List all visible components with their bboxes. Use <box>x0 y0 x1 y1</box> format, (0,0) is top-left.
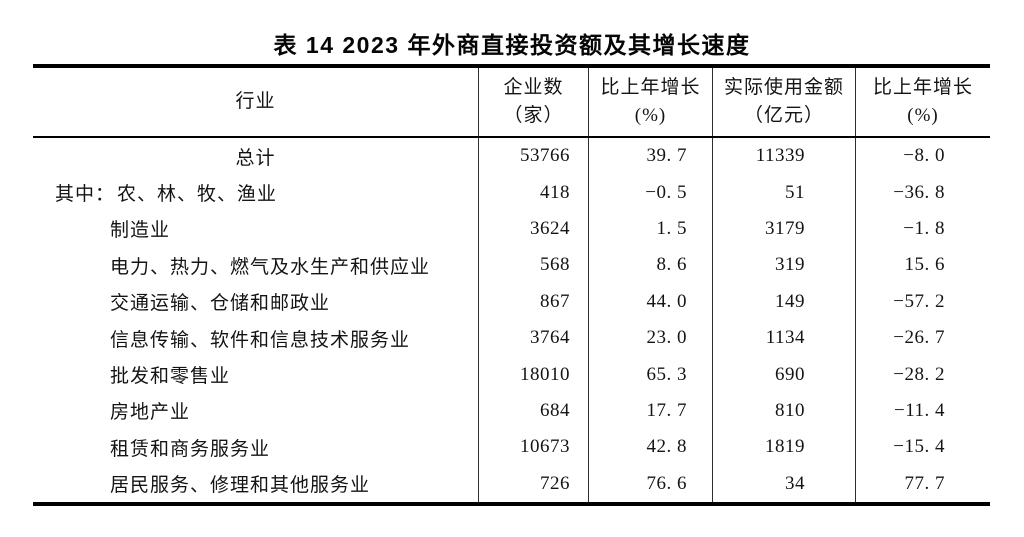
table-row: 居民服务、修理和其他服务业 726 76. 6 34 77. 7 <box>33 465 990 502</box>
industry-cell: 总计 <box>33 138 478 174</box>
value-cell: −28. 2 <box>855 356 990 393</box>
table-title: 表 14 2023 年外商直接投资额及其增长速度 <box>273 32 751 58</box>
industry-cell: 信息传输、软件和信息技术服务业 <box>33 320 478 356</box>
value-cell: 810 <box>712 392 855 430</box>
industry-cell: 制造业 <box>33 211 478 247</box>
industry-label: 房地产业 <box>110 402 191 424</box>
table-row: 交通运输、仓储和邮政业 867 44. 0 149 −57. 2 <box>33 283 990 320</box>
value-cell: 418 <box>478 174 588 211</box>
value-cell: −57. 2 <box>855 283 990 320</box>
industry-label: 信息传输、软件和信息技术服务业 <box>110 329 411 351</box>
value-cell: 1819 <box>712 429 855 466</box>
industry-cell: 房地产业 <box>33 393 478 429</box>
value-cell: 3764 <box>478 319 588 357</box>
value-cell: −26. 7 <box>855 319 990 357</box>
value-cell: 23. 0 <box>588 319 712 357</box>
industry-cell: 交通运输、仓储和邮政业 <box>33 284 478 320</box>
industry-label: 批发和零售业 <box>110 366 231 388</box>
industry-cell: 租赁和商务服务业 <box>33 429 478 465</box>
industry-label: 农、林、牧、渔业 <box>117 184 278 206</box>
header-industry: 行业 <box>33 68 478 136</box>
table-body: 总计 53766 39. 7 11339 −8. 0 其中： 农、林、牧、渔业 418 −0. … <box>33 138 990 502</box>
value-cell: −15. 4 <box>855 429 990 466</box>
value-cell: 11339 <box>712 138 855 175</box>
value-cell: 319 <box>712 247 855 284</box>
header-enterprise-count: 企业数 （家） <box>478 68 588 136</box>
header-growth-count-label: 比上年增长 <box>600 77 701 98</box>
table-row: 其中： 农、林、牧、渔业 418 −0. 5 51 −36. 8 <box>33 174 990 211</box>
value-cell: 77. 7 <box>855 465 990 502</box>
value-cell: 726 <box>478 465 588 502</box>
header-utilized-amount-label: 实际使用金额 <box>723 77 844 98</box>
industry-label: 租赁和商务服务业 <box>110 438 271 460</box>
value-cell: 17. 7 <box>588 392 712 430</box>
value-cell: 51 <box>712 174 855 211</box>
value-cell: 65. 3 <box>588 356 712 393</box>
value-cell: −0. 5 <box>588 174 712 211</box>
row-prefix: 其中： <box>55 184 116 206</box>
value-cell: −1. 8 <box>855 210 990 248</box>
header-growth-amount: 比上年增长 (%) <box>855 68 990 136</box>
value-cell: 8. 6 <box>588 247 712 284</box>
header-growth-amount-unit: (%) <box>907 105 939 126</box>
value-cell: 1134 <box>712 319 855 357</box>
value-cell: 1. 5 <box>588 210 712 248</box>
industry-label: 制造业 <box>110 220 171 242</box>
value-cell: 568 <box>478 247 588 284</box>
table-row: 信息传输、软件和信息技术服务业 3764 23. 0 1134 −26. 7 <box>33 319 990 357</box>
value-cell: 39. 7 <box>588 138 712 175</box>
industry-cell: 电力、热力、燃气及水生产和供应业 <box>33 247 478 283</box>
value-cell: −36. 8 <box>855 174 990 211</box>
table-row: 租赁和商务服务业 10673 42. 8 1819 −15. 4 <box>33 429 990 466</box>
industry-label: 居民服务、修理和其他服务业 <box>110 475 371 497</box>
header-utilized-amount: 实际使用金额 （亿元） <box>712 68 855 136</box>
value-cell: 44. 0 <box>588 283 712 320</box>
value-cell: 684 <box>478 392 588 430</box>
table-row: 总计 53766 39. 7 11339 −8. 0 <box>33 138 990 175</box>
header-growth-count-unit: (%) <box>634 105 667 126</box>
header-enterprise-count-label: 企业数 <box>503 77 564 98</box>
header-growth-amount-label: 比上年增长 <box>872 77 973 98</box>
value-cell: 42. 8 <box>588 429 712 466</box>
value-cell: 15. 6 <box>855 247 990 284</box>
value-cell: 690 <box>712 356 855 393</box>
header-utilized-amount-unit: （亿元） <box>743 105 824 126</box>
industry-cell: 居民服务、修理和其他服务业 <box>33 466 478 502</box>
industry-label: 总计 <box>235 147 276 169</box>
table-row: 房地产业 684 17. 7 810 −11. 4 <box>33 392 990 430</box>
value-cell: 53766 <box>478 138 588 175</box>
table-row: 批发和零售业 18010 65. 3 690 −28. 2 <box>33 356 990 393</box>
industry-cell: 批发和零售业 <box>33 356 478 392</box>
header-growth-count: 比上年增长 (%) <box>588 68 712 136</box>
value-cell: −11. 4 <box>855 392 990 430</box>
industry-label: 交通运输、仓储和邮政业 <box>110 293 331 315</box>
value-cell: 867 <box>478 283 588 320</box>
industry-label: 电力、热力、燃气及水生产和供应业 <box>110 256 431 278</box>
value-cell: 3179 <box>712 210 855 248</box>
value-cell: −8. 0 <box>855 138 990 175</box>
table-row: 电力、热力、燃气及水生产和供应业 568 8. 6 319 15. 6 <box>33 247 990 284</box>
header-industry-label: 行业 <box>235 91 276 112</box>
table-row: 制造业 3624 1. 5 3179 −1. 8 <box>33 210 990 248</box>
value-cell: 18010 <box>478 356 588 393</box>
value-cell: 76. 6 <box>588 465 712 502</box>
fdi-table: 行业 企业数 （家） 比上年增长 (%) 实际使用金额 （亿元） 比上年增长 (… <box>33 64 990 506</box>
header-enterprise-count-unit: （家） <box>503 105 564 126</box>
value-cell: 10673 <box>478 429 588 466</box>
table-header-row: 行业 企业数 （家） 比上年增长 (%) 实际使用金额 （亿元） 比上年增长 (… <box>33 68 990 138</box>
industry-cell: 其中： 农、林、牧、渔业 <box>33 174 478 210</box>
value-cell: 149 <box>712 283 855 320</box>
value-cell: 34 <box>712 465 855 502</box>
value-cell: 3624 <box>478 210 588 248</box>
